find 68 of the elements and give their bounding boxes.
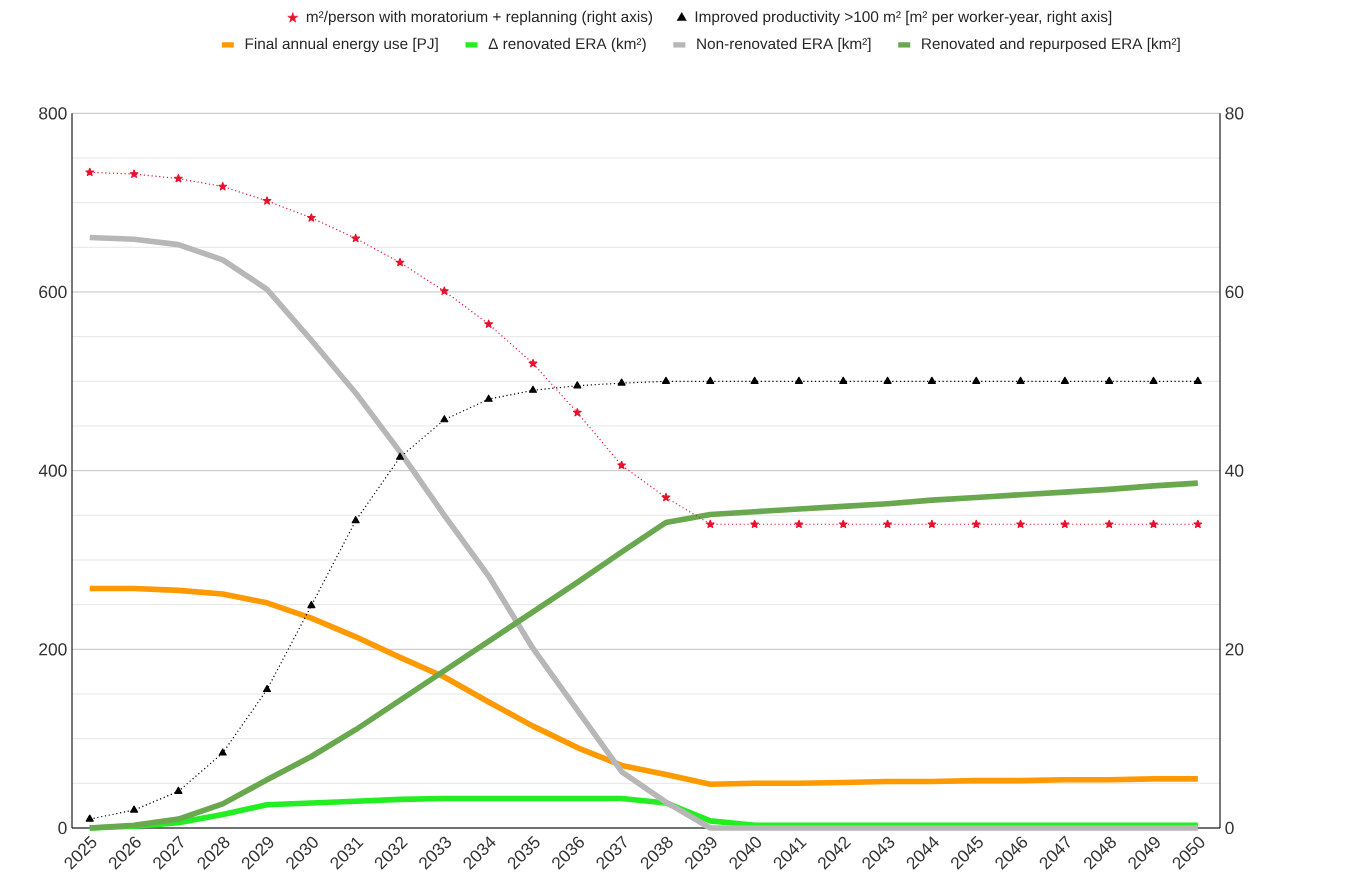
point: [839, 376, 848, 384]
point: [484, 319, 494, 328]
point: [661, 492, 671, 502]
legend-label: Improved productivity >100 m² [m² per worker-year, right axis]: [695, 10, 1112, 26]
point: [750, 519, 760, 529]
point: [927, 376, 936, 384]
y2-tick-label: 60: [1225, 285, 1244, 299]
point: [617, 378, 626, 386]
point: [395, 257, 405, 267]
y2-tick-label: 80: [1225, 107, 1244, 120]
point: [838, 519, 848, 529]
point: [1104, 519, 1114, 529]
point: [972, 376, 981, 384]
point: [85, 814, 94, 822]
point: [85, 167, 95, 177]
point: [173, 173, 183, 183]
point: [1149, 376, 1158, 384]
y2-tick-label: 40: [1225, 464, 1244, 477]
y2-tick-label: 20: [1225, 643, 1244, 656]
point: [351, 233, 361, 243]
legend-label: Renovated and repurposed ERA [km²]: [922, 37, 1180, 53]
point: [306, 213, 316, 222]
legend-label: Δ renovated ERA (km²): [488, 37, 646, 53]
point: [617, 460, 627, 470]
point: [528, 385, 538, 393]
y2-tick-label: 0: [1225, 821, 1234, 835]
point: [572, 407, 582, 417]
point: [573, 381, 582, 389]
point: [218, 748, 227, 756]
point: [174, 786, 183, 794]
point: [706, 376, 715, 384]
point: [439, 286, 449, 295]
point: [883, 519, 892, 529]
point: [528, 358, 538, 368]
y-tick-label: 0: [58, 821, 67, 835]
y-tick-label: 800: [39, 107, 67, 120]
point: [130, 805, 139, 813]
point: [1105, 376, 1114, 384]
point: [1060, 376, 1069, 384]
point: [262, 196, 272, 205]
point: [1016, 376, 1025, 384]
point: [705, 519, 715, 529]
y-tick-label: 200: [39, 643, 67, 656]
point: [1016, 519, 1025, 529]
point: [794, 519, 804, 529]
point: [262, 684, 272, 693]
point: [351, 516, 360, 524]
point: [484, 394, 493, 402]
legend-label: Final annual energy use [PJ]: [245, 37, 438, 53]
point: [1193, 519, 1203, 529]
point: [750, 376, 759, 384]
point: [927, 519, 937, 529]
point: [661, 376, 671, 384]
y-tick-label: 600: [39, 285, 67, 299]
point: [971, 519, 981, 529]
point: [1149, 519, 1158, 529]
legend-label: Non-renovated ERA [km²]: [697, 37, 871, 53]
point: [1060, 519, 1070, 529]
legend-label: m²/person with moratorium + replanning (right axis): [306, 10, 653, 26]
point: [129, 169, 139, 178]
point: [218, 181, 228, 191]
point: [307, 600, 316, 609]
point: [440, 415, 449, 423]
point: [395, 452, 405, 460]
point: [1193, 376, 1202, 384]
y-tick-label: 400: [38, 464, 67, 477]
point: [794, 376, 803, 384]
point: [883, 376, 892, 384]
